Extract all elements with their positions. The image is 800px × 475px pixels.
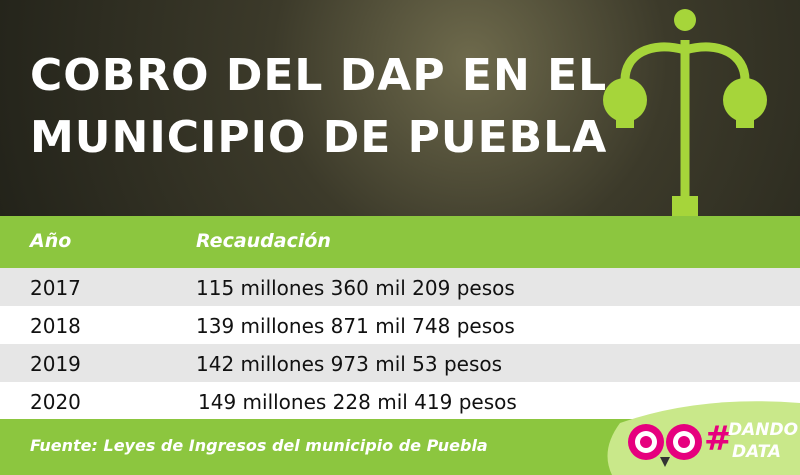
source-note: Fuente: Leyes de Ingresos del municipio …: [30, 436, 488, 455]
title-line: MUNICIPIO DE PUEBLA: [30, 112, 608, 163]
title-line: COBRO DEL DAP EN EL: [30, 50, 608, 101]
year-cell: 2017: [30, 276, 81, 300]
year-cell: 2020: [30, 390, 81, 414]
amount-cell: 139 millones 871 mil 748 pesos: [196, 314, 515, 338]
amount-cell: 142 millones 973 mil 53 pesos: [196, 352, 503, 376]
table-row: 2018 139 millones 871 mil 748 pesos: [0, 306, 800, 344]
table-row: 2019 142 millones 973 mil 53 pesos: [0, 344, 800, 382]
hero-background: COBRO DEL DAP EN EL MUNICIPIO DE PUEBLA: [0, 0, 800, 216]
logo-hash: #: [704, 419, 733, 459]
amount-cell: 115 millones 360 mil 209 pesos: [196, 276, 515, 300]
logo-text: DATA: [732, 442, 781, 462]
column-header: Año: [30, 230, 72, 252]
amount-cell: 149 millones 228 mil 419 pesos: [198, 390, 517, 414]
table-row: 2017 115 millones 360 mil 209 pesos: [0, 268, 800, 306]
column-header: Recaudación: [196, 230, 331, 252]
logo: # DANDO DATA: [607, 401, 800, 475]
logo-text: DANDO: [728, 420, 798, 440]
year-cell: 2019: [30, 352, 81, 376]
table-header: Año Recaudación: [0, 216, 800, 268]
year-cell: 2018: [30, 314, 81, 338]
lamp-icon: [603, 9, 767, 216]
